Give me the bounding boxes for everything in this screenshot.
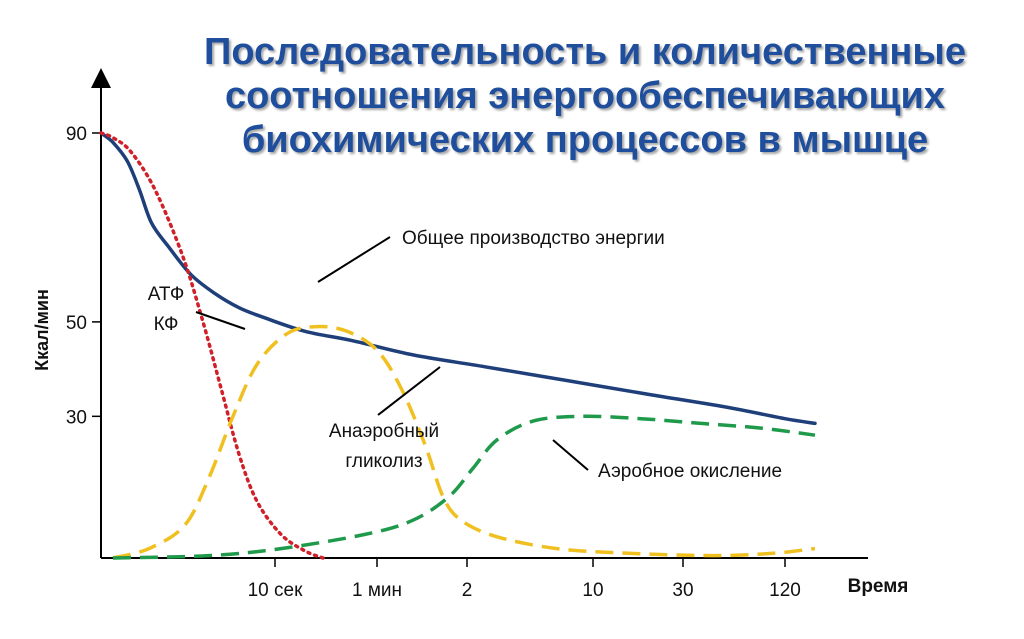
title-line-3: биохимических процессов в мышце <box>241 119 929 161</box>
y-tick-label: 30 <box>66 407 87 428</box>
y-axis-label: Ккал/мин <box>32 289 52 371</box>
anaerobic-glycolysis-line <box>112 324 816 560</box>
glycolysis-label-line-2: гликолиз <box>345 451 422 472</box>
axes: 90 50 30 10 сек 1 мин 2 10 30 120 Ккал/мин Время <box>32 68 909 601</box>
x-tick-label: 10 сек <box>248 580 303 601</box>
aerobic-oxidation-line <box>112 414 816 560</box>
aerobic-callout-line <box>552 439 589 471</box>
title-line-2: соотношения энергообеспечивающих <box>224 75 946 117</box>
total-energy-line <box>99 131 817 426</box>
atp-label: АТФ <box>148 284 185 305</box>
glycolysis-label-line-1: Анаэробный <box>329 421 439 442</box>
cf-label: КФ <box>154 314 179 335</box>
aerobic-oxidation-label: Аэробное окисление <box>598 461 782 482</box>
y-tick-label: 90 <box>66 124 87 145</box>
x-axis-label: Время <box>848 576 909 597</box>
page-title: Последовательность и количественные соот… <box>160 30 1010 162</box>
x-tick-label: 120 <box>769 580 801 601</box>
x-tick-label: 2 <box>462 580 473 601</box>
labels: Общее производство энергии АТФ КФ Анаэробны… <box>148 228 782 482</box>
total-energy-callout-line <box>317 236 391 283</box>
atp-cf-line <box>99 131 325 560</box>
atp-cf-callout-line <box>195 311 246 330</box>
callouts <box>195 236 589 471</box>
series-layer <box>99 131 817 560</box>
x-tick-label: 10 <box>582 580 603 601</box>
y-tick-label: 50 <box>66 313 87 334</box>
x-tick-label: 1 мин <box>352 580 402 601</box>
total-energy-label: Общее производство энергии <box>402 228 665 249</box>
glycolysis-callout-line <box>377 366 441 416</box>
title-line-1: Последовательность и количественные <box>204 31 966 73</box>
x-tick-label: 30 <box>672 580 693 601</box>
